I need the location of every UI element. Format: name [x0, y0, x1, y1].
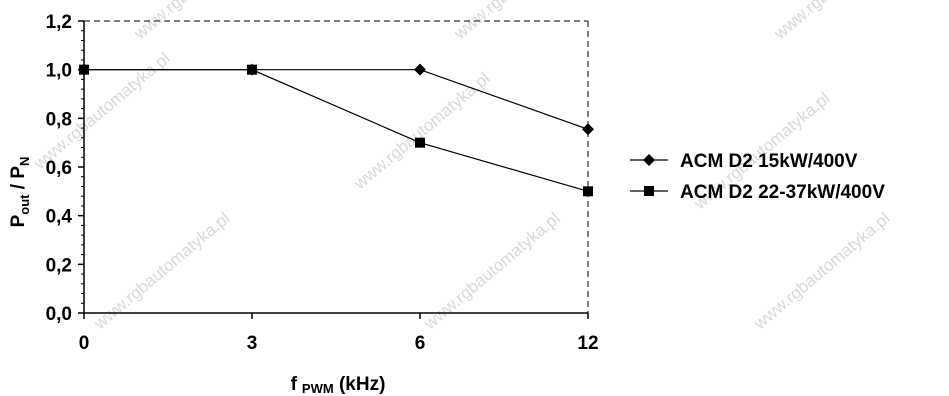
x-axis-title: f PWM (kHz) — [291, 374, 386, 396]
series-2-line — [84, 69, 589, 192]
x-axis: 0 3 6 12 — [79, 313, 599, 354]
series-2-point — [583, 186, 593, 197]
legend-diamond-marker — [643, 154, 655, 166]
y-axis: 0,0 0,2 0,4 0,6 0,8 1,0 1,2 — [46, 12, 84, 325]
y-tick-label: 1,0 — [46, 61, 72, 82]
watermark-text: www.rgbautomatyka.pl — [130, 0, 274, 44]
x-tick-label: 3 — [247, 333, 258, 354]
series-2-point — [415, 137, 425, 148]
legend-label-series-2: ACM D2 22-37kW/400V — [680, 182, 885, 203]
watermark-text: www.rgbautomatyka.pl — [90, 209, 234, 334]
series-2-point — [79, 64, 89, 75]
y-axis-title: Pout / PN — [8, 157, 32, 228]
x-tick-label: 12 — [577, 333, 598, 354]
legend-item-series-2: ACM D2 22-37kW/400V — [630, 182, 885, 203]
series-group — [78, 63, 594, 197]
y-tick-label: 0,2 — [46, 255, 72, 276]
watermark-text: www.rgbautomatyka.pl — [420, 209, 564, 334]
legend-item-series-1: ACM D2 15kW/400V — [630, 151, 858, 172]
series-1-point — [582, 123, 594, 136]
x-tick-label: 0 — [79, 333, 90, 354]
watermark-text: www.rgbautomatyka.pl — [450, 0, 594, 44]
watermark-text: www.rgbautomatyka.pl — [770, 0, 914, 44]
watermark-text: www.rgbautomatyka.pl — [750, 209, 894, 334]
series-1-line — [84, 69, 589, 130]
legend: ACM D2 15kW/400V ACM D2 22-37kW/400V — [630, 151, 885, 203]
y-tick-label: 0,4 — [46, 207, 73, 228]
series-1-point — [414, 63, 426, 76]
legend-square-marker — [644, 186, 654, 196]
watermark-text: www.rgbautomatyka.pl — [350, 69, 494, 194]
legend-label-series-1: ACM D2 15kW/400V — [680, 151, 858, 172]
series-2-point — [247, 64, 257, 75]
y-tick-label: 0,8 — [46, 109, 72, 130]
y-tick-label: 0,6 — [46, 158, 72, 179]
x-tick-label: 6 — [415, 333, 426, 354]
y-tick-label: 0,0 — [46, 304, 72, 325]
y-tick-label: 1,2 — [46, 12, 72, 33]
